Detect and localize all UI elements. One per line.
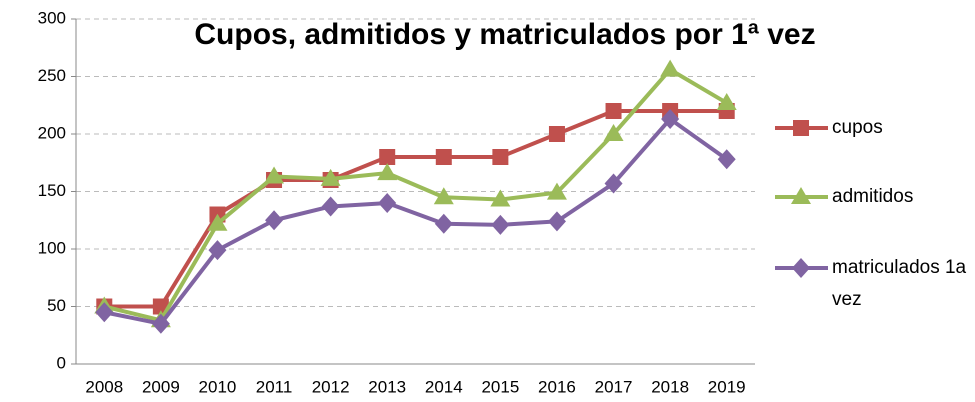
y-tick-label: 200 [38,123,66,142]
marker [320,168,341,186]
x-tick-label: 2014 [425,377,463,396]
x-tick-label: 2010 [199,377,237,396]
marker [492,149,509,165]
y-tick-label: 100 [38,238,66,257]
marker [490,189,511,207]
marker [208,240,227,261]
x-tick-label: 2011 [256,377,293,396]
marker [207,213,228,231]
legend-label: cupos [832,117,883,138]
legend-label: matriculados 1a vez [832,257,967,310]
marker [378,193,397,213]
marker [265,210,284,231]
series-line [103,117,728,326]
x-tick-label: 2008 [85,377,123,396]
marker [379,149,396,165]
marker [546,182,567,200]
y-tick-label: 150 [38,181,66,200]
x-tick-label: 2018 [651,377,689,396]
legend-marker [793,120,809,136]
y-tick-label: 50 [47,296,66,315]
marker [548,126,565,142]
x-tick-label: 2012 [312,377,350,396]
marker [491,214,510,235]
legend-label: admitidos [832,186,914,207]
x-tick-label: 2016 [538,377,576,396]
y-tick-label: 250 [38,66,66,85]
y-tick-label: 0 [57,353,66,372]
x-tick-label: 2009 [142,377,180,396]
marker [603,124,624,141]
marker [717,149,736,170]
marker [604,173,623,194]
legend-marker [792,258,810,278]
marker [151,313,170,334]
marker [377,163,398,181]
marker [660,59,681,77]
marker [321,196,340,217]
y-tick-label: 300 [38,8,66,27]
marker [434,213,453,234]
x-tick-label: 2019 [708,377,746,396]
marker [433,187,454,205]
marker [95,302,114,323]
marker [264,166,285,184]
marker [661,109,680,130]
series-line [103,67,728,323]
marker [716,92,737,110]
marker [605,103,622,119]
legend-marker [791,187,811,204]
marker [547,211,566,232]
chart-title: Cupos, admitidos y matriculados por 1ª v… [194,18,815,51]
x-tick-label: 2015 [481,377,519,396]
x-tick-label: 2017 [595,377,633,396]
marker [435,149,452,165]
x-tick-label: 2013 [368,377,406,396]
